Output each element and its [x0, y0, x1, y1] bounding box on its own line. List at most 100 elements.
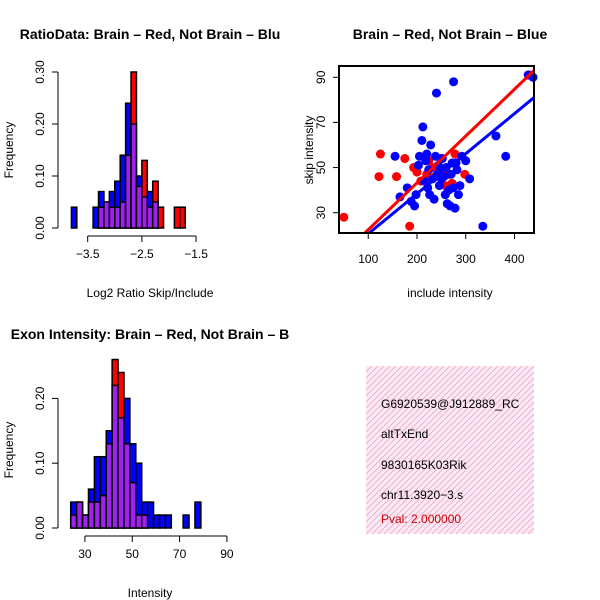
event-info-panel: G6920539@J912889_RC altTxEnd 9830165K03R…: [366, 366, 534, 534]
hist-overlap-bar-2: [81, 514, 90, 529]
not-brain-point: [465, 174, 475, 184]
y-tick-label: 0.20: [33, 386, 47, 410]
brain-point: [412, 167, 422, 177]
brain-point: [339, 212, 349, 222]
not-brain-point: [432, 88, 441, 98]
brain-point: [375, 149, 385, 159]
exon-intensity-histogram-panel: Exon Intensity: Brain – Red, Not Brain –…: [2, 326, 289, 600]
hist-overlap-bar-0: [119, 201, 127, 229]
not-brain-point: [478, 221, 488, 231]
exon-histogram-title: Exon Intensity: Brain – Red, Not Brain –…: [11, 326, 290, 342]
hist-overlap-bar-2: [93, 501, 102, 529]
hist-bar-0: [179, 206, 186, 229]
brain-point: [450, 149, 460, 159]
hist-overlap-bar-2: [87, 501, 96, 529]
hist-overlap-bar-2: [135, 514, 143, 529]
not-brain-point: [422, 149, 432, 159]
genomic-location: chr11.3920−3.s: [381, 488, 463, 502]
hist-overlap-bar-0: [130, 123, 138, 229]
not-brain-point: [501, 151, 511, 161]
x-tick-label: −2.5: [130, 247, 154, 261]
not-brain-point: [434, 181, 444, 191]
hist-overlap-bar-2: [99, 494, 107, 529]
x-tick-label: 70: [173, 547, 187, 561]
info-box-background: [366, 366, 534, 534]
ratio-y-ticks: 0.00 0.10 0.20 0.30: [33, 60, 58, 240]
not-brain-point: [413, 160, 423, 170]
not-brain-point: [461, 156, 471, 166]
hist-bar-2: [152, 514, 161, 529]
brain-point: [405, 221, 415, 231]
ratio-x-ticks: −3.5 −2.5 −1.5: [76, 236, 208, 261]
hist-overlap-bar-0: [108, 206, 116, 229]
hist-overlap-bar-0: [135, 185, 143, 229]
hist-bar-2: [146, 501, 155, 529]
not-brain-point: [491, 131, 501, 141]
ratio-histogram-bars: [70, 71, 186, 229]
x-tick-label: 90: [220, 547, 234, 561]
not-brain-point: [410, 201, 420, 211]
x-tick-label: 200: [407, 252, 427, 266]
not-brain-point: [455, 181, 465, 191]
scatter-y-ticks: 30 50 70 90: [314, 70, 339, 219]
y-tick-label: 90: [314, 70, 328, 84]
hist-overlap-bar-2: [69, 514, 78, 529]
ratio-y-label: Frequency: [2, 122, 16, 179]
x-tick-label: 300: [456, 252, 476, 266]
ratio-histogram-title: RatioData: Brain – Red, Not Brain – Blu: [20, 26, 281, 42]
hist-bar-0: [157, 206, 165, 229]
exon-histogram-bars: [69, 358, 202, 529]
hist-overlap-bar-2: [111, 384, 119, 529]
not-brain-point: [453, 190, 463, 200]
scatter-fit-lines: [363, 69, 536, 235]
y-tick-label: 30: [314, 206, 328, 220]
brain-point: [392, 172, 402, 182]
ratio-histogram-panel: RatioData: Brain – Red, Not Brain – Blu …: [2, 26, 280, 300]
hist-bar-0: [173, 206, 181, 229]
not-brain-fit-line: [368, 96, 535, 235]
exon-y-label: Frequency: [2, 422, 16, 479]
brain-fit-line: [363, 69, 536, 235]
hist-overlap-bar-2: [129, 481, 137, 529]
scatter-y-label: skip intensity: [302, 116, 316, 185]
scatter-x-ticks: 100 200 300 400: [358, 233, 525, 266]
not-brain-point: [429, 194, 439, 204]
p-value: Pval: 2.000000: [381, 512, 461, 526]
y-tick-label: 70: [314, 115, 328, 129]
y-tick-label: 50: [314, 161, 328, 175]
x-tick-label: 400: [504, 252, 524, 266]
x-tick-label: 100: [358, 252, 378, 266]
hist-overlap-bar-2: [123, 443, 131, 529]
not-brain-point: [448, 183, 458, 193]
hist-overlap-bar-2: [117, 417, 125, 529]
hist-bar-2: [164, 514, 173, 529]
x-tick-label: −3.5: [76, 247, 100, 261]
x-tick-label: −1.5: [184, 247, 208, 261]
brain-point: [400, 154, 410, 164]
exon-x-label: Intensity: [128, 586, 173, 600]
hist-overlap-bar-2: [105, 443, 113, 529]
y-tick-label: 0.30: [33, 60, 47, 84]
x-tick-label: 50: [126, 547, 140, 561]
brain-point: [374, 172, 384, 182]
event-type: altTxEnd: [381, 427, 428, 441]
hist-overlap-bar-0: [124, 154, 132, 229]
event-id: G6920539@J912889_RC: [381, 397, 520, 411]
not-brain-point: [418, 122, 428, 132]
scatter-title: Brain – Red, Not Brain – Blue: [353, 26, 548, 42]
intensity-scatter-panel: Brain – Red, Not Brain – Blue 100 200 300 4…: [302, 26, 547, 300]
hist-overlap-bar-2: [140, 514, 149, 529]
scatter-x-label: include intensity: [407, 286, 492, 300]
not-brain-point: [452, 165, 462, 175]
y-tick-label: 0.10: [33, 164, 47, 188]
exon-y-ticks: 0.00 0.10 0.20: [33, 386, 58, 540]
not-brain-point: [431, 151, 441, 161]
hist-overlap-bar-0: [97, 206, 105, 229]
hist-bar-0: [92, 206, 100, 229]
hist-overlap-bar-0: [114, 206, 121, 229]
gene-name: 9830165K03Rik: [381, 458, 467, 472]
not-brain-point: [449, 77, 459, 87]
not-brain-point: [414, 151, 424, 161]
ratio-x-label: Log2 Ratio Skip/Include: [87, 286, 214, 300]
